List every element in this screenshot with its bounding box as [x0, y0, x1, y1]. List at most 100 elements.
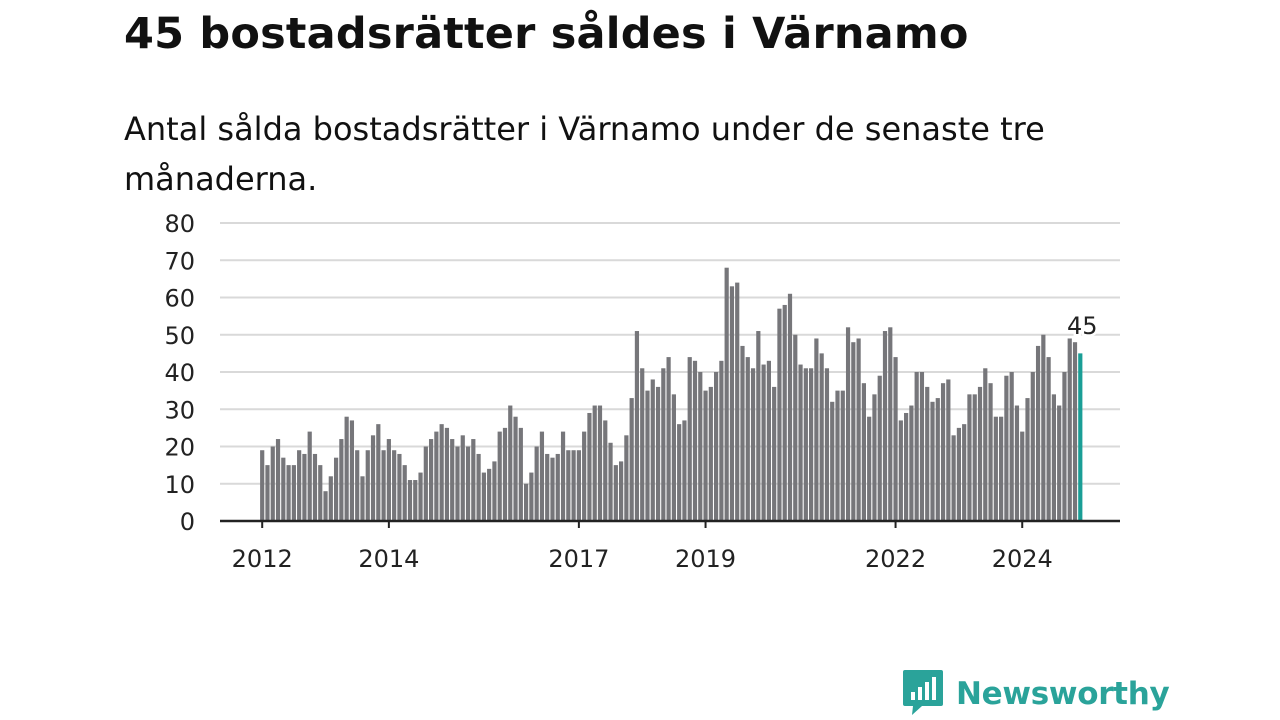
bar — [312, 453, 318, 521]
bar — [692, 360, 698, 521]
bar — [851, 342, 856, 521]
bar — [619, 461, 624, 521]
bars — [260, 267, 1083, 521]
bar — [1004, 375, 1009, 521]
bar — [597, 405, 603, 521]
bar — [487, 468, 492, 521]
newsworthy-logo: Newsworthy — [902, 668, 1170, 720]
bar — [550, 457, 555, 521]
bar — [386, 439, 391, 521]
bar — [761, 364, 766, 521]
bar — [793, 334, 798, 521]
bar — [476, 453, 481, 521]
bar — [291, 465, 296, 521]
bar — [1020, 431, 1025, 521]
bar — [714, 372, 719, 521]
y-tick-label: 80 — [164, 210, 195, 238]
bar — [555, 453, 560, 521]
bar — [297, 450, 302, 521]
newsworthy-chart-bubble-icon — [902, 668, 944, 720]
bar — [339, 439, 344, 521]
bar — [893, 357, 898, 521]
bar — [286, 465, 291, 521]
bar — [1014, 405, 1020, 521]
bar — [502, 427, 508, 521]
chart-subtitle: Antal sålda bostadsrätter i Värnamo unde… — [124, 110, 1045, 198]
bar — [307, 431, 312, 521]
x-tick-label: 2017 — [548, 545, 609, 573]
bar — [323, 491, 328, 521]
bar — [925, 386, 930, 521]
annotations: 45 — [1065, 310, 1101, 343]
bar — [724, 267, 729, 521]
bar — [856, 338, 861, 521]
bar — [650, 379, 655, 521]
y-tick-label: 0 — [180, 508, 195, 536]
bar — [1035, 345, 1041, 521]
bar — [460, 435, 465, 521]
bar — [613, 465, 618, 521]
bar — [344, 416, 349, 521]
bar — [1030, 372, 1035, 521]
bar — [682, 420, 687, 521]
bar — [302, 453, 307, 521]
bar — [951, 435, 956, 521]
bar — [1041, 334, 1046, 521]
bar — [566, 450, 571, 521]
bar — [508, 405, 513, 521]
bar — [798, 364, 803, 521]
chart-title: 45 bostadsrätter såldes i Värnamo — [124, 9, 969, 59]
bar — [687, 357, 692, 521]
bar — [576, 450, 581, 521]
bar — [914, 372, 919, 521]
bar — [766, 360, 771, 521]
bar — [450, 439, 455, 521]
bar — [708, 386, 713, 521]
bar — [919, 372, 925, 521]
bar — [756, 331, 761, 521]
bar — [935, 398, 940, 521]
bar — [275, 439, 281, 521]
bar — [735, 282, 740, 521]
bar — [360, 476, 365, 521]
bar — [418, 472, 423, 521]
bar — [529, 472, 534, 521]
bar — [824, 368, 830, 521]
bar — [703, 390, 708, 521]
bar — [740, 345, 745, 521]
bar — [349, 420, 355, 521]
x-tick-label: 2019 — [675, 545, 736, 573]
bar — [930, 401, 935, 521]
bar — [803, 368, 808, 521]
bar — [1062, 372, 1067, 521]
bar — [666, 357, 671, 521]
bar — [471, 439, 476, 521]
bar — [1072, 342, 1078, 521]
bar — [428, 439, 434, 521]
y-tick-label: 50 — [164, 322, 195, 350]
bar — [413, 480, 418, 521]
bar — [729, 286, 735, 521]
x-tick-label: 2024 — [992, 545, 1053, 573]
bar — [603, 420, 608, 521]
x-axis — [220, 519, 1120, 528]
bar — [750, 368, 756, 521]
bar — [560, 431, 566, 521]
y-tick-label: 10 — [164, 471, 195, 499]
bar — [1009, 372, 1014, 521]
bar — [592, 405, 597, 521]
bar — [434, 431, 439, 521]
bar — [439, 424, 444, 521]
x-tick-label: 2014 — [358, 545, 419, 573]
bar — [518, 427, 523, 521]
bar — [370, 435, 376, 521]
bar — [867, 416, 872, 521]
bar — [260, 450, 265, 521]
bar — [904, 412, 909, 521]
bar — [962, 424, 967, 521]
bar — [777, 308, 782, 521]
bar — [270, 446, 275, 521]
bar — [787, 293, 793, 521]
bar — [481, 472, 486, 521]
